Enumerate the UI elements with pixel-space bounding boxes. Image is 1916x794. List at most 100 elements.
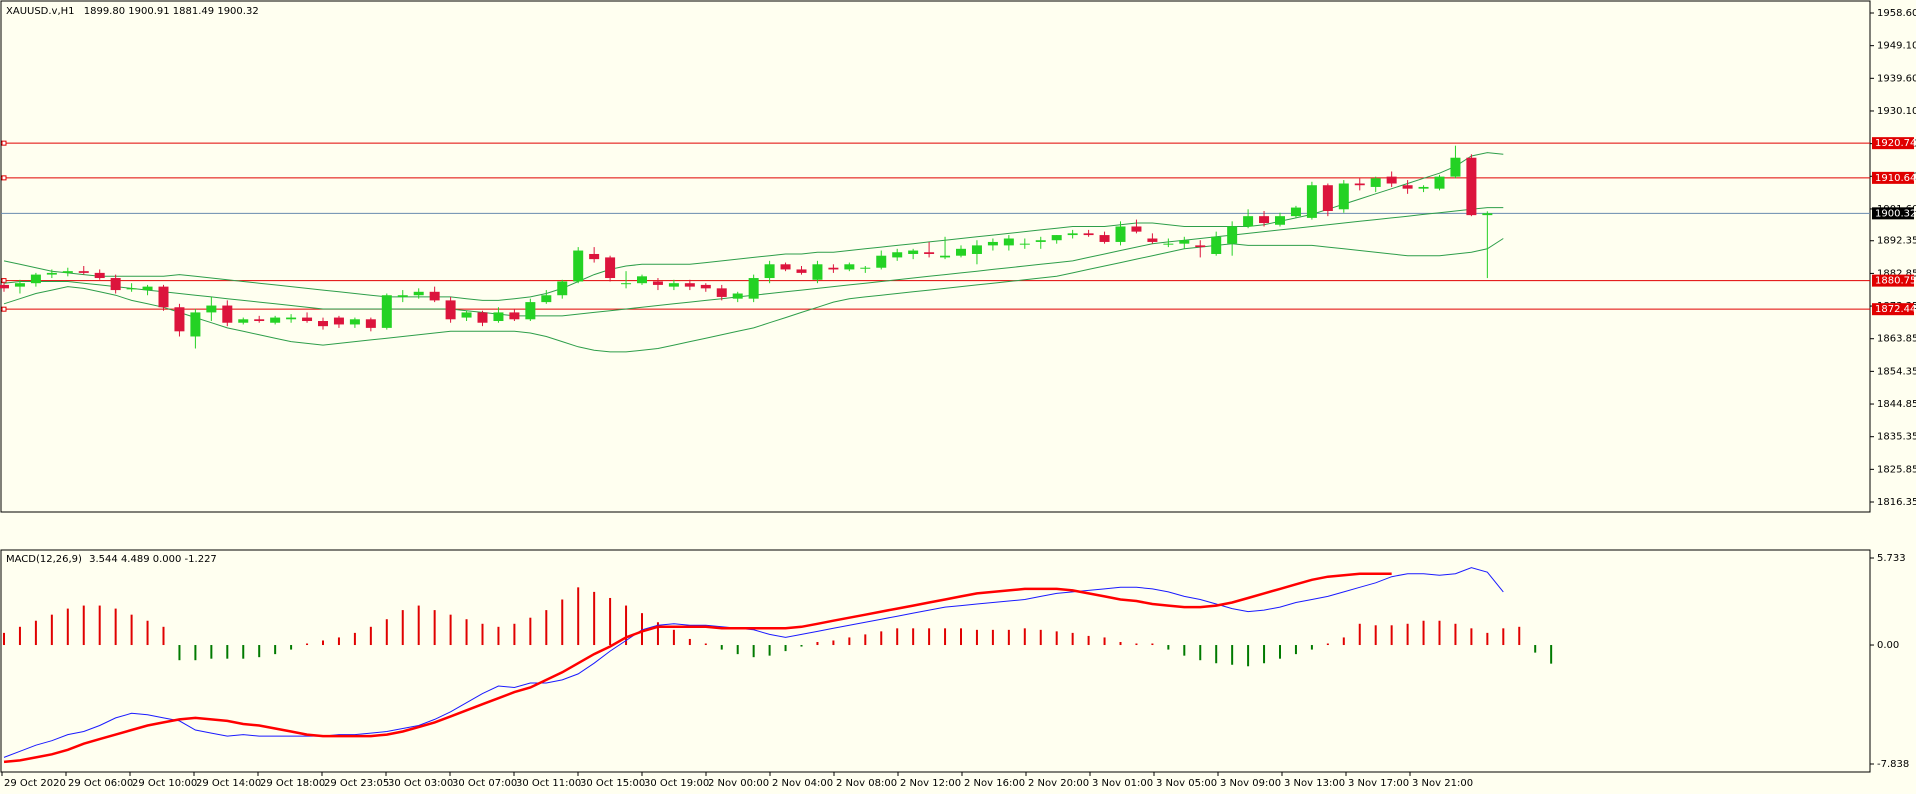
candle [908, 248, 919, 260]
level-handle [1, 140, 7, 146]
bid-price-label: 1900.32 [1875, 208, 1916, 219]
candle-body [1338, 183, 1349, 210]
macd-main-line [3, 567, 1504, 758]
candle-body [748, 278, 759, 299]
candle-body [477, 312, 488, 323]
candle [876, 250, 887, 270]
candle [844, 262, 855, 272]
candle [238, 317, 249, 325]
candle-body [557, 281, 568, 296]
candle-body [333, 317, 344, 325]
candle [14, 279, 25, 294]
candle-body [461, 312, 472, 318]
candle [302, 312, 313, 323]
candle [987, 238, 998, 251]
time-axis-label: 3 Nov 01:00 [1092, 778, 1153, 789]
candle [1418, 185, 1429, 193]
candle [541, 290, 552, 304]
candle [1243, 209, 1254, 229]
level-price-label: 1910.64 [1875, 173, 1916, 184]
candle-body [573, 250, 584, 282]
candle [1211, 231, 1222, 256]
candle-body [700, 284, 711, 289]
candle-body [158, 286, 169, 308]
candle-body [828, 267, 839, 270]
candle [557, 279, 568, 299]
candle-body [684, 283, 695, 287]
candle [525, 298, 536, 322]
candle-body [493, 312, 504, 322]
candle-body [365, 319, 376, 328]
candle [1147, 233, 1158, 244]
candle-body [174, 307, 185, 332]
candle [445, 296, 456, 323]
candle-body [732, 293, 743, 299]
candle [254, 315, 265, 323]
candle-body [1195, 245, 1206, 248]
candle [78, 266, 89, 275]
time-axis-label: 2 Nov 08:00 [836, 778, 897, 789]
candle-body [1322, 185, 1333, 212]
candle [589, 247, 600, 263]
candle-body [940, 255, 951, 258]
candle-body [780, 264, 791, 270]
candle-body [812, 264, 823, 280]
candle [1482, 211, 1493, 279]
candle-body [1051, 235, 1062, 241]
price-axis-label: 1835.35 [1877, 432, 1916, 443]
candle [477, 310, 488, 327]
level-price-tag [1872, 137, 1914, 150]
candle-body [46, 272, 57, 275]
candle [1354, 178, 1365, 191]
macd-panel-frame [0, 549, 1871, 773]
macd-name: MACD(12,26,9) [6, 554, 82, 565]
candle-body [764, 264, 775, 279]
candle [318, 317, 328, 330]
price-axis-label: 1939.60 [1877, 73, 1916, 84]
level-handle [1, 306, 7, 312]
candle-body [1227, 226, 1238, 244]
candle-body [429, 291, 440, 301]
candle-body [1354, 183, 1365, 186]
candle-body [1482, 213, 1493, 216]
candle [46, 269, 57, 279]
candle [1306, 181, 1317, 220]
candle [1019, 238, 1030, 249]
candle [1195, 240, 1206, 258]
candle [748, 274, 759, 303]
candle [110, 274, 121, 294]
level-handle [1, 175, 7, 181]
candle-body [318, 321, 328, 327]
price-axis-label: 1892.35 [1877, 236, 1916, 247]
time-axis-label: 2 Nov 04:00 [772, 778, 833, 789]
time-axis-label: 3 Nov 05:00 [1156, 778, 1217, 789]
candle [971, 240, 982, 265]
candle-body [1131, 226, 1142, 232]
candle [860, 266, 871, 273]
candle-body [1306, 185, 1317, 218]
candle-body [876, 255, 887, 268]
candle [1450, 145, 1461, 179]
candle [1370, 176, 1381, 193]
level-price-tag [1872, 274, 1914, 287]
candle [493, 307, 504, 323]
candle [1402, 180, 1413, 194]
candle [142, 284, 153, 296]
candle-body [668, 283, 679, 287]
candle [1275, 212, 1285, 227]
price-panel[interactable]: 1958.601949.101939.601930.101920.601911.… [0, 0, 1916, 513]
candle [924, 241, 935, 258]
candle [1290, 205, 1301, 218]
candle [605, 255, 616, 282]
level-price-tag [1872, 171, 1914, 184]
candle [158, 284, 169, 311]
candle [732, 291, 743, 303]
macd-panel[interactable]: 5.733 0.00 -7.838 [0, 549, 1909, 773]
candle-body [302, 317, 313, 322]
candle-body [222, 305, 233, 323]
candle [1083, 229, 1094, 237]
time-axis-label: 29 Oct 23:05 [324, 778, 389, 789]
